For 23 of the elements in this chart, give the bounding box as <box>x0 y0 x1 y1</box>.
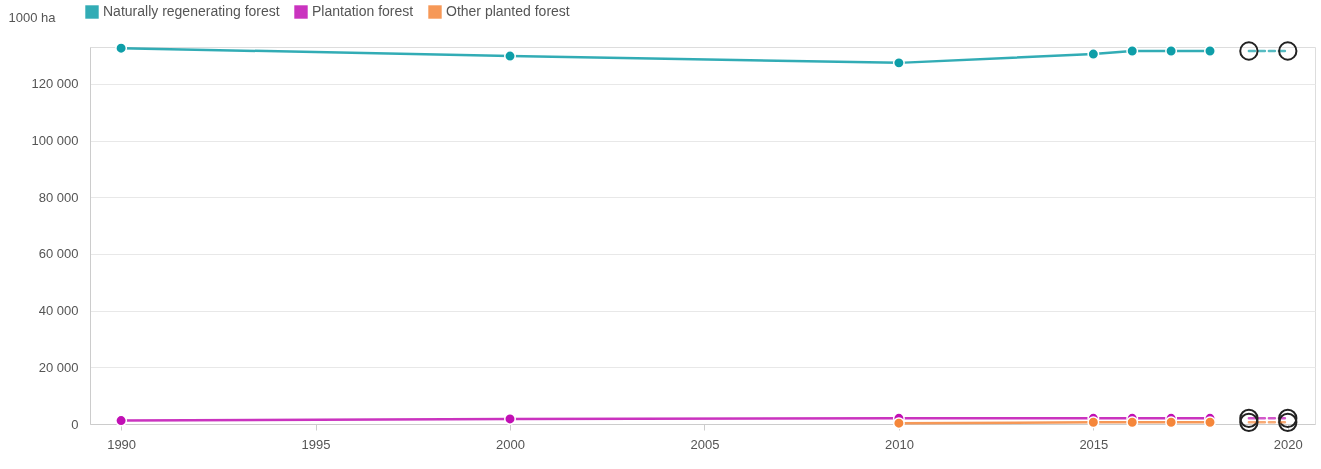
x-tick-label: 2010 <box>884 436 914 452</box>
x-tick-label: 1990 <box>107 436 137 452</box>
x-tick-label: 1995 <box>301 436 331 452</box>
legend-label: Plantation forest <box>312 3 414 19</box>
legend-label: Naturally regenerating forest <box>103 3 280 19</box>
x-tick-label: 2015 <box>1079 436 1109 452</box>
x-tick-label: 2020 <box>1273 436 1303 452</box>
x-tick-label: 2005 <box>690 436 720 452</box>
point <box>892 417 905 430</box>
point <box>1087 48 1100 61</box>
y-tick-label: 100 000 <box>31 133 79 149</box>
y-tick-label: 20 000 <box>38 359 79 375</box>
x-tick-label: 2000 <box>496 436 525 452</box>
y-tick-label: 120 000 <box>31 76 79 92</box>
y-tick-label: 40 000 <box>38 303 79 319</box>
point <box>1126 416 1139 429</box>
point <box>1087 416 1100 429</box>
point <box>115 42 128 55</box>
y-axis-title: 1000 ha <box>8 9 57 25</box>
y-tick-label: 0 <box>71 416 79 432</box>
legend-label: Other planted forest <box>446 3 570 19</box>
y-tick-label: 60 000 <box>38 246 79 262</box>
y-tick-label: 80 000 <box>38 189 79 205</box>
